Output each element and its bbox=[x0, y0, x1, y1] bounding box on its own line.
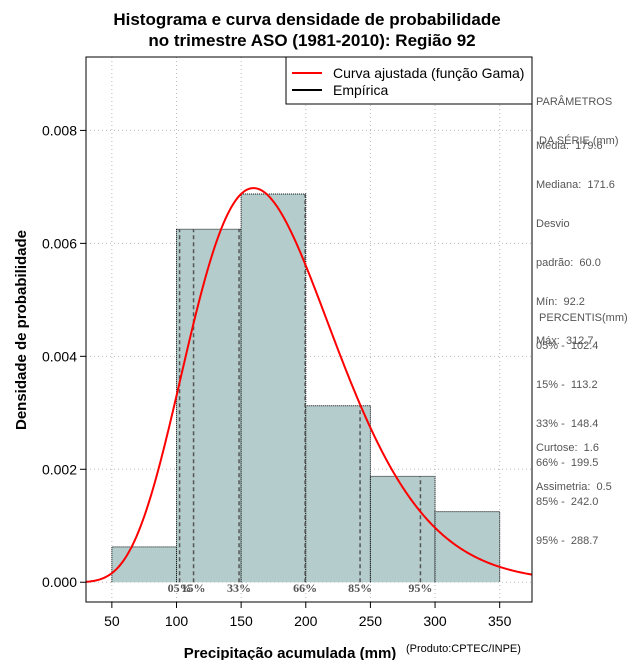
stat-min: Mín: 92.2 bbox=[536, 296, 585, 308]
stat-deviation-label: Desvio bbox=[536, 218, 570, 230]
stat-max: Máx: 312.7 bbox=[536, 335, 594, 347]
bar-50-100 bbox=[111, 546, 177, 583]
bar-300-350 bbox=[435, 511, 500, 583]
y-axis-ticks: 0.000 0.002 0.004 0.006 0.008 bbox=[42, 122, 86, 590]
stat-mean: Média: 179.6 bbox=[536, 140, 603, 152]
bar-outline-200-250 bbox=[305, 405, 371, 583]
bar-150-200 bbox=[241, 193, 306, 583]
percentis-title: PERCENTIS(mm) bbox=[536, 286, 628, 338]
y-tick-label-1: 0.002 bbox=[42, 461, 77, 477]
legend-box bbox=[285, 56, 533, 105]
bar-outline-300-350 bbox=[434, 511, 501, 583]
bar-250-300 bbox=[370, 476, 436, 583]
stat-skewness: Assimetria: 0.5 bbox=[536, 481, 612, 493]
bar-100-150 bbox=[176, 229, 242, 583]
percentile-label-33%: 33% bbox=[227, 581, 251, 595]
percentil-95: 95% - 288.7 bbox=[536, 535, 599, 547]
params-title-1: PARÂMETROS bbox=[536, 96, 613, 108]
chart-title-line2: no trimestre ASO (1981-2010): Região 92 bbox=[148, 31, 475, 50]
percentil-05: 05% - 102.4 bbox=[536, 340, 599, 352]
percentil-33: 33% - 148.4 bbox=[536, 418, 599, 430]
bar-outline-250-300 bbox=[369, 475, 436, 583]
percentil-85: 85% - 242.0 bbox=[536, 496, 599, 508]
shape-stats: Curtose: 1.6 Assimetria: 0.5 bbox=[536, 416, 612, 507]
chart-title-line1: Histograma e curva densidade de probabil… bbox=[113, 10, 500, 29]
percentis-title-text: PERCENTIS(mm) bbox=[536, 312, 628, 324]
percentil-66: 66% - 199.5 bbox=[536, 457, 599, 469]
legend: Curva ajustada (função Gama) Empírica bbox=[285, 56, 533, 105]
bar-outline-150-200 bbox=[240, 193, 307, 583]
y-axis-label: Densidade de probabilidade bbox=[13, 230, 30, 430]
x-tick-label-200: 200 bbox=[294, 613, 318, 629]
y-tick-label-0: 0.000 bbox=[42, 574, 77, 590]
percentile-label-85%: 85% bbox=[348, 581, 372, 595]
percentile-lines: 05%15% 33% 66% 85% 95% bbox=[168, 193, 432, 595]
histogram-bars bbox=[111, 193, 501, 583]
params-title-2: DA SÉRIE (mm) bbox=[536, 135, 619, 147]
x-tick-label-300: 300 bbox=[423, 613, 447, 629]
percentile-label-95%: 95% bbox=[408, 581, 432, 595]
stat-deviation: padrão: 60.0 bbox=[536, 257, 601, 269]
percentile-label-15%: 15% bbox=[182, 581, 206, 595]
legend-empirical-label: Empírica bbox=[333, 82, 388, 98]
series-parameters-panel: PARÂMETROS DA SÉRIE (mm) bbox=[536, 70, 619, 161]
x-tick-label-100: 100 bbox=[165, 613, 189, 629]
series-stats: Média: 179.6 Mediana: 171.6 Desvio padrã… bbox=[536, 114, 615, 361]
y-tick-label-4: 0.008 bbox=[42, 122, 77, 138]
stat-kurtosis: Curtose: 1.6 bbox=[536, 442, 599, 454]
y-tick-label-2: 0.004 bbox=[42, 348, 77, 364]
percentil-15: 15% - 113.2 bbox=[536, 379, 598, 391]
stat-median: Mediana: 171.6 bbox=[536, 179, 615, 191]
legend-curve-label: Curva ajustada (função Gama) bbox=[333, 65, 524, 81]
x-tick-label-50: 50 bbox=[104, 613, 120, 629]
percentis-list: 05% - 102.4 15% - 113.2 33% - 148.4 66% … bbox=[536, 314, 598, 561]
y-tick-label-3: 0.006 bbox=[42, 235, 77, 251]
x-tick-label-250: 250 bbox=[359, 613, 383, 629]
x-tick-label-350: 350 bbox=[488, 613, 512, 629]
x-axis-ticks: 50 100 150 200 250 300 350 bbox=[104, 602, 512, 629]
x-tick-label-150: 150 bbox=[229, 613, 253, 629]
gamma-density-curve bbox=[85, 187, 533, 583]
percentile-label-05%: 05% bbox=[168, 581, 192, 595]
x-axis-label: Precipitação acumulada (mm) bbox=[184, 645, 397, 660]
percentile-label-66%: 66% bbox=[293, 581, 317, 595]
credit-label: (Produto:CPTEC/INPE) bbox=[406, 643, 521, 655]
